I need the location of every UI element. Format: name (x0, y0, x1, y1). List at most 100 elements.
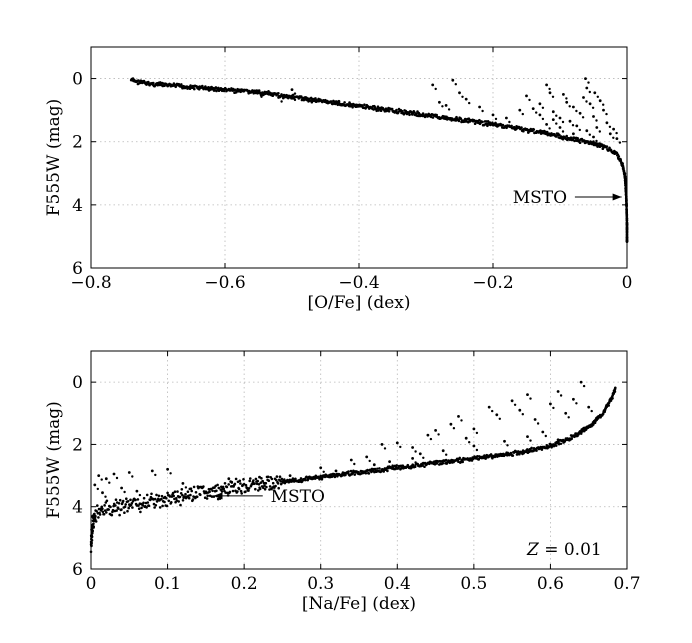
oxygen-point-985 (578, 128, 581, 132)
sodium-point-750 (526, 448, 529, 451)
sodium-point-853 (585, 428, 588, 431)
sodium-point-1008 (506, 444, 509, 447)
panel-oxygen: −0.8 −0.6 −0.4 −0.2 0 0 2 4 6 [O/Fe] (dex) F555W (… (44, 46, 632, 313)
sodium-point-104 (127, 506, 130, 510)
oxygen-point-429 (395, 108, 398, 112)
sodium-point-987 (510, 399, 514, 403)
sodium-point-31 (91, 529, 94, 533)
sodium-point-1030 (376, 467, 379, 470)
sodium-point-757 (530, 446, 533, 450)
oxygen-point-971 (551, 95, 555, 99)
oxygen-y-tick-label-3: 6 (72, 259, 83, 279)
oxygen-point-1001 (598, 130, 601, 133)
sodium-point-580 (421, 464, 424, 467)
sodium-point-1002 (575, 402, 578, 405)
sodium-point-300 (248, 479, 251, 483)
sodium-point-84 (115, 509, 118, 512)
oxygen-point-981 (571, 124, 575, 127)
sodium-point-157 (160, 497, 163, 501)
oxygen-point-1030 (545, 123, 548, 126)
sodium-point-1013 (411, 457, 414, 460)
sodium-point-326 (264, 481, 268, 485)
sodium-point-314 (257, 489, 260, 492)
oxygen-point-120 (204, 85, 207, 88)
sodium-point-179 (173, 490, 177, 494)
sodium-point-273 (231, 489, 235, 493)
sodium-point-148 (154, 504, 158, 507)
sodium-point-976 (437, 433, 440, 436)
sodium-point-301 (249, 477, 252, 480)
sodium-point-327 (265, 485, 268, 489)
oxygen-point-1002 (598, 99, 602, 103)
oxygen-point-997 (595, 119, 598, 122)
sodium-point-645 (461, 460, 465, 464)
sodium-point-74 (109, 505, 112, 509)
sodium-point-306 (252, 479, 255, 482)
sodium-point-51 (96, 504, 99, 507)
oxygen-point-28 (147, 80, 150, 84)
oxygen-point-727 (578, 141, 582, 144)
sodium-point-185 (177, 500, 180, 503)
oxygen-point-948 (438, 100, 441, 104)
sodium-point-338 (271, 481, 275, 485)
oxygen-point-946 (431, 83, 435, 87)
sodium-point-988 (513, 403, 517, 406)
oxygen-point-777 (608, 146, 611, 150)
oxygen-point-1008 (608, 132, 612, 136)
sodium-point-296 (245, 486, 249, 490)
sodium-point-995 (549, 402, 552, 406)
oxygen-point-975 (561, 120, 565, 124)
sodium-point-310 (254, 477, 258, 481)
sodium-msto-label: MSTO (271, 487, 325, 507)
oxygen-point-556 (473, 122, 477, 125)
sodium-point-997 (556, 390, 560, 393)
sodium-point-103 (126, 500, 130, 503)
oxygen-point-847 (624, 186, 627, 190)
oxygen-point-978 (565, 100, 569, 104)
sodium-point-344 (275, 475, 279, 478)
sodium-point-998 (559, 394, 563, 397)
oxygen-point-967 (541, 106, 545, 110)
sodium-point-1011 (441, 449, 445, 453)
sodium-point-202 (187, 496, 191, 500)
oxygen-y-axis-label: F555W (mag) (44, 99, 64, 217)
sodium-point-825 (570, 437, 573, 441)
sodium-point-308 (253, 482, 256, 485)
oxygen-point-998 (593, 91, 597, 95)
sodium-point-188 (179, 503, 182, 507)
sodium-point-258 (222, 487, 226, 491)
sodium-point-992 (529, 397, 532, 400)
sodium-point-946 (169, 472, 172, 475)
oxygen-point-1013 (618, 141, 622, 144)
oxygen-point-1025 (595, 139, 598, 143)
oxygen-x-tick-label-3: −0.2 (472, 273, 513, 293)
oxygen-point-576 (486, 124, 489, 128)
sodium-point-618 (444, 458, 448, 462)
sodium-point-68 (105, 499, 109, 503)
sodium-point-1010 (475, 448, 479, 452)
sodium-point-957 (258, 475, 261, 479)
sodium-point-936 (100, 478, 103, 481)
oxygen-point-945 (340, 104, 344, 107)
oxygen-point-102 (193, 87, 196, 91)
sodium-y-axis-label: F555W (mag) (44, 401, 64, 519)
sodium-x-tick-label-0: 0 (86, 574, 97, 594)
sodium-y-tick-label-3: 6 (72, 560, 83, 580)
sodium-y-tick-label-2: 4 (72, 498, 83, 518)
sodium-point-239 (210, 495, 214, 498)
sodium-point-965 (365, 455, 369, 459)
sodium-point-1009 (472, 444, 476, 448)
sodium-x-tick-label-5: 0.5 (460, 574, 487, 594)
sodium-point-538 (395, 464, 399, 467)
oxygen-point-993 (588, 90, 591, 94)
oxygen-point-568 (481, 120, 484, 124)
sodium-point-88 (117, 502, 121, 505)
sodium-point-867 (592, 423, 595, 426)
sodium-point-313 (256, 479, 260, 483)
sodium-point-390 (304, 478, 307, 482)
sodium-point-63 (102, 512, 106, 516)
sodium-point-208 (191, 498, 195, 501)
sodium-point-938 (108, 481, 111, 484)
oxygen-x-axis-label: [O/Fe] (dex) (307, 293, 410, 313)
